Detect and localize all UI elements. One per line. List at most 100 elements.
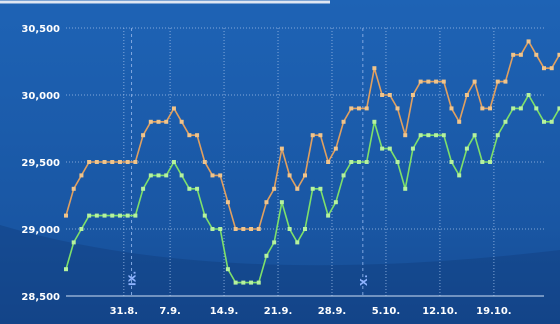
data-point [171,106,176,111]
data-point [418,79,423,84]
data-point [241,280,246,285]
data-point [518,106,523,111]
data-point [426,133,431,138]
data-point [318,186,323,191]
x-tick-label: 21.9. [264,306,292,317]
data-point [526,39,531,44]
data-point [542,119,546,124]
data-point [511,106,516,111]
data-point [472,79,477,84]
data-point [495,79,500,84]
data-point [426,79,431,84]
data-point [310,133,315,138]
data-point [179,119,184,124]
data-point [156,173,161,178]
data-point [549,119,554,124]
data-point [133,160,138,164]
data-point [164,119,169,124]
data-point [364,106,369,111]
data-point [279,146,284,151]
data-point [279,200,284,205]
data-point [156,119,161,124]
data-point [441,133,446,138]
data-point [349,160,354,164]
data-point [233,280,238,285]
data-point [303,173,307,178]
data-point [233,227,238,231]
x-tick-label: 5.10. [372,306,400,317]
data-point [71,240,76,245]
data-point [472,133,477,138]
month-label: X. [359,274,370,286]
data-point [94,213,99,218]
data-point [341,119,346,124]
data-point [395,160,400,164]
data-point [110,160,115,164]
data-point [141,133,146,138]
data-point [464,146,469,151]
data-point [303,227,307,231]
data-point [380,93,385,97]
data-point [364,160,369,164]
data-point [387,146,392,151]
data-point [125,160,130,164]
data-point [133,213,138,218]
data-point [557,52,560,57]
series-2 [64,93,560,285]
data-point [403,133,408,138]
data-point [326,213,331,218]
data-point [434,79,439,84]
data-point [249,227,254,231]
data-point [295,186,300,191]
y-axis: 28,500 29,000 29,500 30,000 30,500 [21,24,60,303]
data-point [187,186,192,191]
data-point [117,213,122,218]
data-point [449,160,454,164]
y-tick-label: 30,000 [21,91,60,102]
data-point [356,106,361,111]
data-point [434,133,439,138]
series-1 [64,39,560,231]
x-tick-label: 14.9. [210,306,238,317]
data-point [148,173,153,178]
data-point [526,93,531,97]
data-point [372,119,377,124]
data-point [110,213,115,218]
data-point [195,186,200,191]
x-tick-label: 28.9. [318,306,346,317]
data-point [457,173,462,178]
data-point [518,52,523,57]
month-label: IX. [128,271,139,286]
data-point [549,66,554,71]
data-point [102,160,107,164]
data-point [79,227,84,231]
data-point [272,240,277,245]
series-layer [64,39,560,285]
data-point [148,119,153,124]
data-point [264,200,269,205]
data-point [310,186,315,191]
chart-decor-arc [0,225,560,324]
data-point [102,213,107,218]
data-point [410,146,415,151]
data-point [318,133,323,138]
y-tick-label: 29,500 [21,158,60,169]
data-point [171,160,176,164]
data-point [542,66,546,71]
data-point [372,66,377,71]
data-point [87,160,92,164]
data-point [164,173,169,178]
data-point [488,106,493,111]
y-tick-label: 28,500 [21,292,60,303]
data-point [534,106,539,111]
data-point [349,106,354,111]
data-point [480,106,485,111]
data-point [241,227,246,231]
y-tick-label: 29,000 [21,225,60,236]
x-tick-label: 31.8. [110,306,138,317]
data-point [457,119,462,124]
data-point [141,186,146,191]
data-point [202,160,207,164]
data-point [341,173,346,178]
